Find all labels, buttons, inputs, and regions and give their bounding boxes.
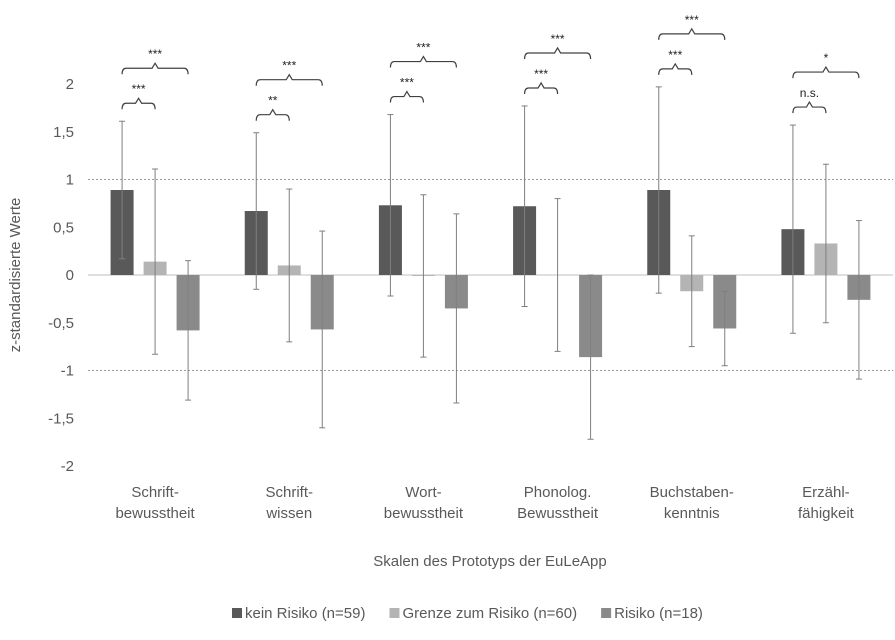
significance-bracket — [523, 81, 559, 94]
x-tick-label: Bewusstheit — [517, 505, 599, 522]
x-tick-label: Wort- — [405, 484, 441, 501]
x-tick-label: Schrift- — [265, 484, 313, 501]
x-tick-label: bewusstheit — [115, 505, 195, 522]
significance-bracket — [255, 108, 290, 121]
significance-label: n.s. — [800, 86, 819, 100]
x-tick-label: Schrift- — [131, 484, 179, 501]
significance-bracket — [658, 62, 693, 75]
x-tick-label: fähigkeit — [798, 505, 855, 522]
significance-label: *** — [416, 41, 430, 55]
y-tick-label: 1,5 — [53, 124, 74, 141]
error-bar — [152, 168, 159, 355]
significance-label: *** — [400, 76, 414, 90]
legend-swatch — [601, 608, 612, 618]
y-tick-label: -1 — [61, 363, 74, 380]
error-bar — [387, 114, 394, 297]
x-tick-label: bewusstheit — [384, 505, 464, 522]
x-axis-title: Skalen des Prototyps der EuLeApp — [373, 553, 606, 570]
significance-bracket — [792, 65, 860, 79]
significance-label: *** — [148, 47, 162, 61]
significance-bracket — [389, 90, 425, 103]
error-bar — [688, 235, 695, 348]
significance-bracket — [658, 27, 726, 40]
significance-bracket — [121, 62, 189, 75]
significance-label: *** — [551, 32, 565, 46]
x-tick-label: Erzähl- — [802, 484, 850, 501]
significance-label: *** — [282, 59, 296, 73]
y-tick-label: -2 — [61, 458, 74, 475]
error-bar — [655, 86, 662, 294]
x-tick-label: wissen — [265, 505, 312, 522]
error-bar — [721, 290, 728, 367]
error-bar — [286, 188, 293, 343]
significance-bracket — [121, 97, 156, 110]
error-bar — [789, 124, 796, 334]
significance-label: *** — [132, 82, 146, 96]
significance-bracket — [792, 100, 827, 114]
y-tick-label: 2 — [66, 76, 74, 93]
error-bar — [119, 120, 126, 260]
y-tick-label: 1 — [66, 172, 74, 189]
significance-label: *** — [668, 48, 682, 62]
error-bar — [185, 260, 192, 401]
legend-label: Grenze zum Risiko (n=60) — [402, 605, 577, 622]
y-tick-label: -1,5 — [48, 410, 74, 427]
error-bar — [855, 220, 862, 380]
error-bar — [521, 105, 528, 308]
y-axis-title: z-standardisierte Werte — [7, 198, 24, 353]
error-bar — [554, 198, 561, 352]
error-bar — [587, 274, 594, 440]
legend-swatch — [389, 608, 400, 618]
error-bar — [253, 132, 260, 290]
significance-bracket — [389, 55, 458, 68]
legend-swatch — [232, 608, 242, 618]
significance-label: * — [824, 51, 829, 65]
y-tick-label: 0 — [66, 267, 74, 284]
error-bar — [822, 163, 829, 324]
significance-label: ** — [268, 94, 278, 108]
error-bar — [319, 230, 326, 429]
significance-bracket — [523, 46, 592, 59]
significance-bracket — [255, 73, 323, 86]
error-bar — [420, 194, 427, 358]
legend-label: Risiko (n=18) — [614, 605, 703, 622]
y-tick-label: -0,5 — [48, 315, 74, 332]
x-tick-label: Buchstaben- — [650, 484, 734, 501]
legend-label: kein Risiko (n=59) — [245, 605, 365, 622]
error-bar — [453, 213, 460, 404]
x-tick-label: kenntnis — [664, 505, 720, 522]
x-tick-label: Phonolog. — [524, 484, 592, 501]
y-tick-label: 0,5 — [53, 219, 74, 236]
significance-label: *** — [534, 67, 548, 81]
significance-label: *** — [685, 13, 699, 27]
